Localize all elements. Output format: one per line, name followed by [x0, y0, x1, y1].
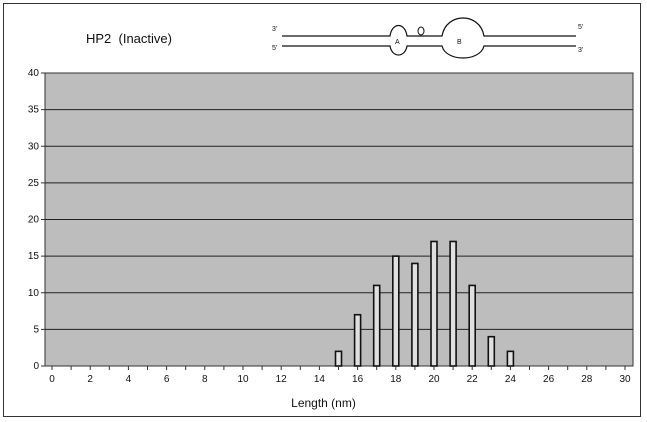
y-tick-label: 15 — [28, 251, 40, 262]
x-tick-label: 22 — [467, 374, 479, 385]
bar — [334, 350, 343, 367]
y-tick-label: 30 — [28, 141, 40, 152]
bar — [353, 313, 362, 367]
diagram-end-top-right: 5' — [578, 24, 583, 31]
chart-title: HP2 (Inactive) — [86, 31, 172, 46]
diagram-loop-b-label: B — [457, 39, 462, 46]
y-tick-label: 10 — [28, 288, 40, 299]
bar — [430, 240, 438, 367]
diagram-end-bottom-right: 3' — [578, 47, 583, 54]
x-tick-label: 0 — [49, 374, 55, 385]
y-tick-labels: 0 5 10 15 20 25 30 35 40 — [28, 68, 45, 372]
bar — [449, 240, 457, 367]
x-tick-label: 24 — [505, 374, 517, 385]
x-tick-label: 20 — [428, 374, 440, 385]
diagram-end-top-left: 3' — [272, 26, 277, 33]
x-tick-label: 6 — [164, 374, 170, 385]
x-tick-label: 16 — [352, 374, 364, 385]
bar — [411, 262, 419, 367]
hairpin-diagram: 3' 5' 5' 3' A B — [272, 17, 583, 59]
x-tick-label: 28 — [581, 374, 593, 385]
x-tick-label: 4 — [126, 374, 132, 385]
x-tick-labels: 0 2 4 6 8 10 12 14 16 18 20 22 24 26 28 30 — [49, 366, 631, 385]
bar — [487, 335, 496, 367]
x-tick-label: 18 — [390, 374, 402, 385]
x-tick-label: 2 — [87, 374, 93, 385]
x-tick-label: 26 — [543, 374, 555, 385]
y-tick-label: 20 — [28, 215, 40, 226]
x-axis-label: Length (nm) — [291, 396, 356, 410]
x-tick-label: 30 — [619, 374, 631, 385]
x-tick-label: 10 — [237, 374, 249, 385]
bar — [372, 284, 381, 367]
diagram-strand-top — [282, 17, 576, 37]
y-tick-label: 25 — [28, 178, 40, 189]
x-tick-label: 8 — [202, 374, 208, 385]
diagram-strand-bottom — [282, 45, 576, 59]
y-tick-label: 5 — [33, 324, 39, 335]
gridlines — [45, 109, 633, 330]
bar — [506, 350, 515, 367]
bar — [391, 255, 400, 367]
diagram-small-loop — [417, 26, 425, 36]
diagram-end-bottom-left: 5' — [272, 45, 277, 52]
bar — [468, 284, 477, 367]
y-tick-label: 35 — [28, 105, 40, 116]
x-tick-label: 12 — [276, 374, 288, 385]
diagram-loop-a-label: A — [395, 39, 400, 46]
y-tick-label: 40 — [28, 68, 40, 79]
y-tick-label: 0 — [33, 361, 39, 372]
x-tick-label: 14 — [314, 374, 326, 385]
